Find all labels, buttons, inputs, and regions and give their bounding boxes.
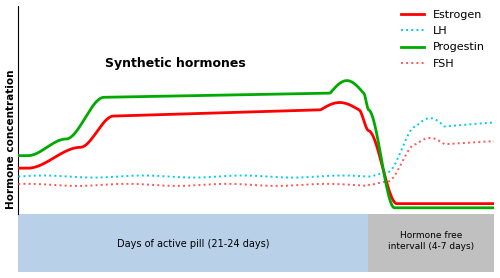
Text: Hormone free
intervall (4-7 days): Hormone free intervall (4-7 days): [388, 232, 474, 251]
FancyBboxPatch shape: [368, 214, 494, 272]
Legend: Estrogen, LH, Progestin, FSH: Estrogen, LH, Progestin, FSH: [397, 6, 489, 73]
Y-axis label: Hormone concentration: Hormone concentration: [6, 69, 16, 209]
Text: Days of active pill (21-24 days): Days of active pill (21-24 days): [117, 239, 270, 249]
FancyBboxPatch shape: [18, 214, 368, 272]
Text: Synthetic hormones: Synthetic hormones: [105, 58, 246, 70]
